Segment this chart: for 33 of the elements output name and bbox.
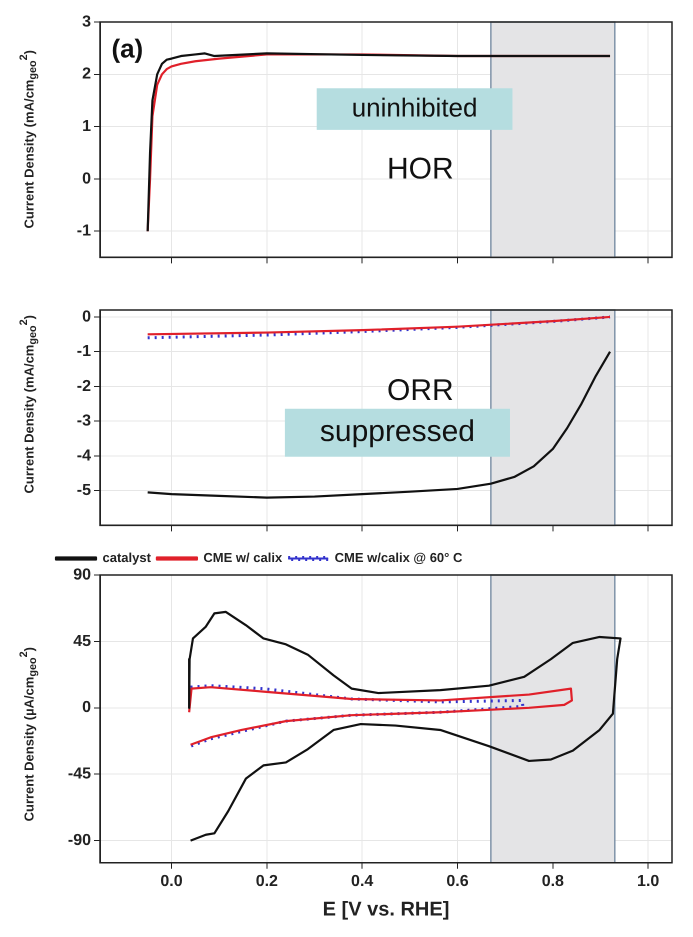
y-tick-label: -3 xyxy=(76,412,92,430)
annotation: (a) xyxy=(111,33,144,64)
y-tick-label: 0 xyxy=(82,170,92,188)
y-tick-label: 90 xyxy=(73,566,92,584)
legend-label: CME w/ calix xyxy=(203,550,283,566)
y-tick-label: -5 xyxy=(76,482,92,500)
y-tick-label: 0 xyxy=(82,699,92,716)
y-tick-label: -4 xyxy=(76,447,92,464)
annotation: ORR xyxy=(386,374,454,408)
x-tick-label: 0.8 xyxy=(542,872,564,890)
y-tick-label: -2 xyxy=(76,378,92,395)
y-tick-label: 0 xyxy=(82,308,92,326)
x-tick-label: 0.0 xyxy=(160,872,183,890)
y-tick-label: -45 xyxy=(68,766,92,783)
y-tick-label: 2 xyxy=(82,66,92,83)
annotation: uninhibited xyxy=(352,92,478,122)
y-tick-label: 1 xyxy=(82,118,92,136)
x-tick-label: 0.2 xyxy=(256,872,278,890)
y-tick-label: -1 xyxy=(76,343,92,360)
x-tick-label: 0.6 xyxy=(446,872,469,890)
y-tick-label: 3 xyxy=(82,13,92,30)
y-tick-label: -90 xyxy=(68,832,92,850)
legend-label: catalyst xyxy=(102,550,152,566)
x-tick-label: 0.4 xyxy=(351,872,374,890)
x-tick-label: 1.0 xyxy=(637,872,660,890)
x-axis-title: E [V vs. RHE] xyxy=(322,898,450,921)
y-tick-label: 45 xyxy=(73,632,92,650)
y-tick-label: -1 xyxy=(76,222,92,240)
annotation: HOR xyxy=(386,152,454,186)
annotation: suppressed xyxy=(320,415,475,448)
legend-label: CME w/calix @ 60° C xyxy=(334,550,463,566)
line-series xyxy=(189,684,524,748)
line-series xyxy=(146,315,612,340)
